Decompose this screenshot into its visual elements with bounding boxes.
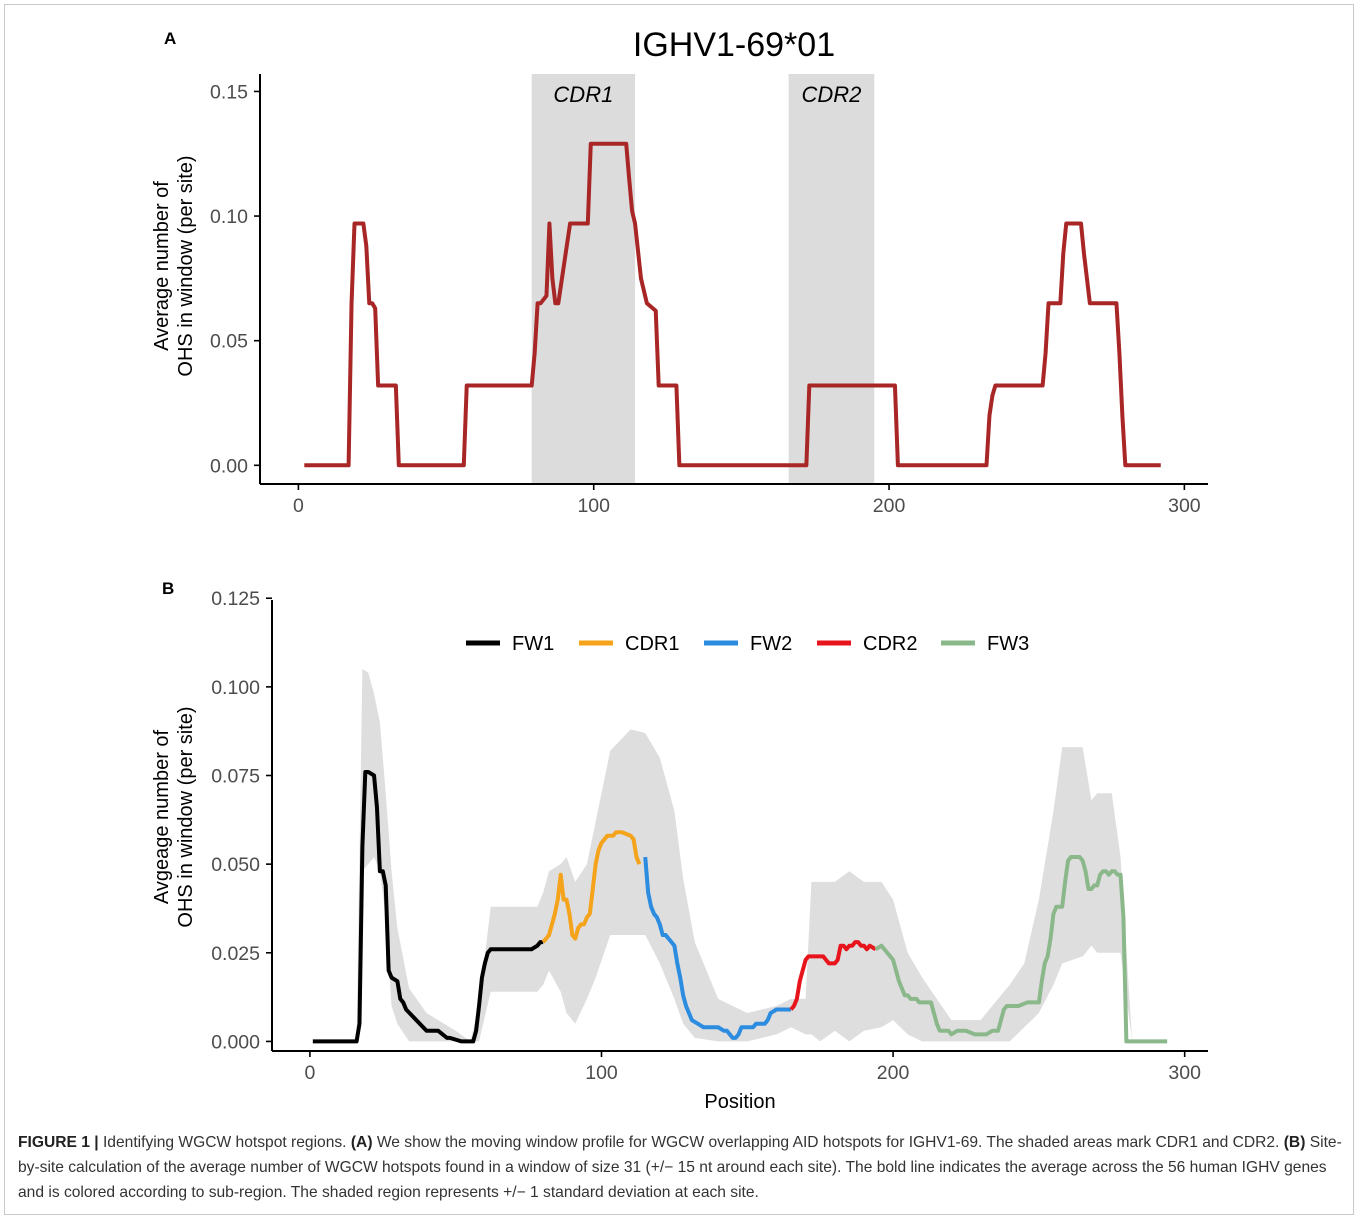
series-line-fw1 <box>312 769 544 1044</box>
panel-a-y-axis-label: Average number of OHS in window (per sit… <box>151 155 197 376</box>
panel-b-x-axis-label: Position <box>704 1091 775 1113</box>
caption-b-text: Site-by-site calculation of the average … <box>18 1134 1342 1201</box>
series-line-cdr2 <box>789 940 877 1011</box>
panel-a-x-tick-label: 200 <box>873 495 906 517</box>
panel-b-x-tick-label: 300 <box>1168 1062 1201 1084</box>
panel-a-y-label-line2: OHS in window (per site) <box>175 155 197 376</box>
panel-b-sd-band <box>312 669 1168 1042</box>
panel-a-y-tick-label: 0.15 <box>210 81 248 103</box>
panel-a-axes: 0 100 200 300 0.00 0.05 0.10 0.15 <box>210 74 1208 517</box>
series-line-fw3 <box>874 855 1168 1044</box>
figure-frame <box>4 4 1354 1215</box>
panel-b-legend: FW1 CDR1 FW2 CDR2 FW3 <box>466 633 1029 655</box>
panel-b-chart: B 0 100 200 300 0.000 0.025 0.050 0.075 0.100 0.1… <box>151 579 1208 1113</box>
panel-a-y-tick-label: 0.10 <box>210 206 248 228</box>
panel-a-y-tick-label: 0.05 <box>210 331 248 353</box>
panel-b-x-tick-label: 100 <box>585 1062 618 1084</box>
legend-label-fw3: FW3 <box>987 633 1029 655</box>
panel-b-y-tick-label: 0.050 <box>211 854 260 876</box>
sd-band-area <box>312 669 1168 1042</box>
panel-a-shaded-regions: CDR1 CDR2 <box>531 74 875 483</box>
panel-a-title: IGHV1-69*01 <box>633 26 835 64</box>
series-line-fw2 <box>643 856 792 1040</box>
legend-label-fw1: FW1 <box>512 633 554 655</box>
panel-b-y-tick-label: 0.125 <box>211 588 260 610</box>
panel-a-x-tick-label: 100 <box>577 495 610 517</box>
caption-a-text: We show the moving window profile for WG… <box>376 1134 1280 1151</box>
shaded-region-cdr2 <box>788 74 875 483</box>
figure-caption: FIGURE 1 | Identifying WGCW hotspot regi… <box>18 1130 1343 1205</box>
shaded-region-label-cdr2: CDR2 <box>802 82 862 107</box>
panel-b-y-label-line1: Avgeage number of <box>151 729 173 904</box>
panel-b-x-tick-label: 200 <box>877 1062 910 1084</box>
caption-figure-label: FIGURE 1 | <box>18 1134 99 1151</box>
panel-b-y-label-line2: OHS in window (per site) <box>175 706 197 927</box>
panel-a-line-series-0 <box>304 141 1161 468</box>
panel-a-chart: A IGHV1-69*01 CDR1 CDR2 0 100 200 300 0.00 0.0… <box>151 26 1208 517</box>
legend-label-fw2: FW2 <box>750 633 792 655</box>
panel-b-label: B <box>162 579 174 598</box>
panel-b-y-tick-label: 0.025 <box>211 943 260 965</box>
shaded-region-label-cdr1: CDR1 <box>553 82 613 107</box>
panel-b-y-tick-label: 0.000 <box>211 1031 260 1053</box>
panel-a-y-tick-label: 0.00 <box>210 455 248 477</box>
panel-b-x-tick-label: 0 <box>304 1062 315 1084</box>
series-line-cdr1 <box>541 830 642 944</box>
panel-b-y-tick-label: 0.075 <box>211 766 260 788</box>
legend-label-cdr1: CDR1 <box>625 633 679 655</box>
panel-a-series <box>304 141 1161 468</box>
caption-figure-title: Identifying WGCW hotspot regions. <box>102 1134 347 1151</box>
caption-b-label: (B) <box>1283 1134 1306 1151</box>
panel-b-axes: 0 100 200 300 0.000 0.025 0.050 0.075 0.100 0.125 <box>211 588 1208 1084</box>
panel-a-x-tick-label: 300 <box>1168 495 1201 517</box>
panel-b-y-tick-label: 0.100 <box>211 677 260 699</box>
panel-a-y-label-line1: Average number of <box>151 181 173 351</box>
panel-a-label: A <box>164 29 176 48</box>
caption-a-label: (A) <box>350 1134 373 1151</box>
panel-a-x-tick-label: 0 <box>293 495 304 517</box>
legend-label-cdr2: CDR2 <box>863 633 917 655</box>
panel-b-series <box>312 769 1168 1044</box>
panel-b-y-axis-label: Avgeage number of OHS in window (per sit… <box>151 706 197 927</box>
